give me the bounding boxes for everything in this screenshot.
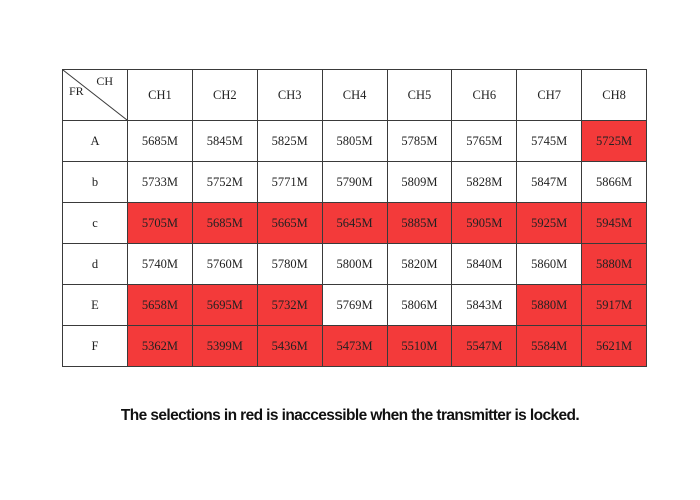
frequency-cell-locked: 5510M	[386, 325, 453, 367]
column-header-ch2: CH2	[191, 69, 258, 121]
row-label: b	[62, 161, 128, 203]
table-header-row: CH FR CH1 CH2 CH3 CH4 CH5 CH6 CH7 CH8	[62, 69, 647, 121]
frequency-cell-locked: 5885M	[386, 202, 453, 244]
frequency-cell: 5825M	[256, 120, 323, 162]
corner-diagonal-line	[63, 70, 127, 120]
frequency-cell-locked: 5645M	[321, 202, 388, 244]
frequency-cell: 5840M	[451, 243, 518, 285]
row-label: A	[62, 120, 128, 162]
frequency-cell: 5790M	[321, 161, 388, 203]
frequency-cell-locked: 5436M	[256, 325, 323, 367]
frequency-cell-locked: 5621M	[581, 325, 647, 367]
locked-selections-caption: The selections in red is inaccessible wh…	[120, 407, 580, 424]
frequency-cell: 5847M	[516, 161, 583, 203]
frequency-cell-locked: 5399M	[191, 325, 258, 367]
frequency-cell: 5843M	[451, 284, 518, 326]
frequency-cell-locked: 5362M	[127, 325, 193, 367]
corner-channel-label: CH	[96, 74, 113, 88]
frequency-cell: 5740M	[127, 243, 193, 285]
frequency-cell: 5769M	[321, 284, 388, 326]
frequency-cell-locked: 5880M	[581, 243, 647, 285]
frequency-cell-locked: 5658M	[127, 284, 193, 326]
frequency-cell-locked: 5547M	[451, 325, 518, 367]
column-header-ch6: CH6	[451, 69, 518, 121]
frequency-cell: 5845M	[191, 120, 258, 162]
table-row: d 5740M 5760M 5780M 5800M 5820M 5840M 5860M 5880…	[62, 243, 647, 285]
column-header-ch3: CH3	[256, 69, 323, 121]
corner-frequency-label: FR	[69, 84, 84, 98]
frequency-cell: 5771M	[256, 161, 323, 203]
frequency-cell-locked: 5695M	[191, 284, 258, 326]
frequency-cell-locked: 5945M	[581, 202, 647, 244]
frequency-cell: 5806M	[386, 284, 453, 326]
frequency-cell: 5866M	[581, 161, 647, 203]
frequency-cell-locked: 5732M	[256, 284, 323, 326]
frequency-cell-locked: 5905M	[451, 202, 518, 244]
column-header-ch7: CH7	[516, 69, 583, 121]
frequency-cell: 5780M	[256, 243, 323, 285]
frequency-cell: 5752M	[191, 161, 258, 203]
frequency-cell: 5733M	[127, 161, 193, 203]
frequency-cell-locked: 5705M	[127, 202, 193, 244]
row-label: F	[62, 325, 128, 367]
row-label: c	[62, 202, 128, 244]
frequency-cell-locked: 5665M	[256, 202, 323, 244]
frequency-cell-locked: 5880M	[516, 284, 583, 326]
frequency-cell: 5820M	[386, 243, 453, 285]
frequency-cell-locked: 5685M	[191, 202, 258, 244]
column-header-ch5: CH5	[386, 69, 453, 121]
frequency-cell: 5685M	[127, 120, 193, 162]
column-header-ch4: CH4	[321, 69, 388, 121]
row-label: E	[62, 284, 128, 326]
table-row: A 5685M 5845M 5825M 5805M 5785M 5765M 5745M 5725…	[62, 120, 647, 162]
frequency-cell: 5860M	[516, 243, 583, 285]
frequency-cell: 5805M	[321, 120, 388, 162]
frequency-cell-locked: 5473M	[321, 325, 388, 367]
frequency-cell: 5760M	[191, 243, 258, 285]
table-row: c 5705M 5685M 5665M 5645M 5885M 5905M 5925M 5945…	[62, 202, 647, 244]
column-header-ch1: CH1	[127, 69, 193, 121]
frequency-cell-locked: 5725M	[581, 120, 647, 162]
frequency-cell: 5800M	[321, 243, 388, 285]
frequency-cell: 5785M	[386, 120, 453, 162]
frequency-table: CH FR CH1 CH2 CH3 CH4 CH5 CH6 CH7 CH8 A 5685M 584…	[62, 69, 647, 367]
table-row: E 5658M 5695M 5732M 5769M 5806M 5843M 5880M 5917…	[62, 284, 647, 326]
table-row: F 5362M 5399M 5436M 5473M 5510M 5547M 5584M 5621…	[62, 325, 647, 367]
frequency-cell: 5765M	[451, 120, 518, 162]
frequency-cell: 5828M	[451, 161, 518, 203]
frequency-cell: 5745M	[516, 120, 583, 162]
frequency-cell: 5809M	[386, 161, 453, 203]
frequency-cell-locked: 5584M	[516, 325, 583, 367]
row-label: d	[62, 243, 128, 285]
table-row: b 5733M 5752M 5771M 5790M 5809M 5828M 5847M 5866…	[62, 161, 647, 203]
table-body: A 5685M 5845M 5825M 5805M 5785M 5765M 5745M 5725…	[62, 120, 647, 367]
frequency-cell-locked: 5925M	[516, 202, 583, 244]
column-header-ch8: CH8	[581, 69, 647, 121]
frequency-cell-locked: 5917M	[581, 284, 647, 326]
corner-header-cell: CH FR	[62, 69, 128, 121]
